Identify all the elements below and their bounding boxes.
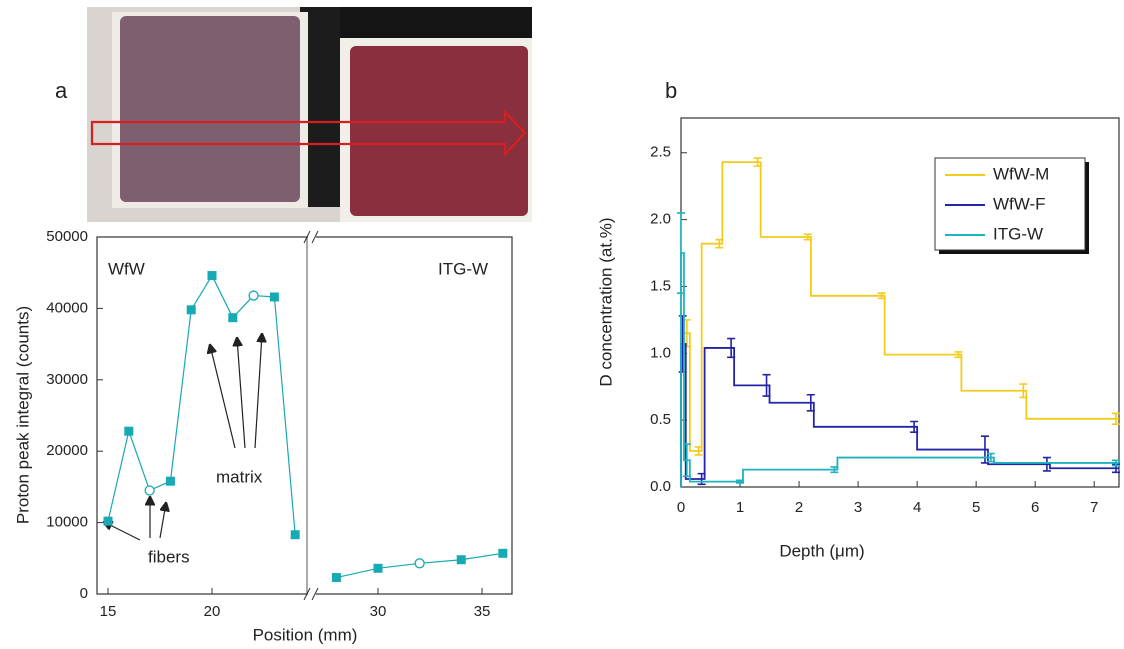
break-gap — [308, 233, 316, 241]
x-tick-label: 6 — [1031, 499, 1039, 516]
x-axis-label: Position (mm) — [253, 625, 358, 644]
error-bar — [727, 337, 736, 359]
y-axis-label: Proton peak integral (counts) — [13, 306, 32, 524]
data-point — [414, 558, 425, 569]
data-point — [124, 426, 134, 436]
y-tick-label: 2.0 — [650, 211, 671, 228]
data-point — [269, 292, 279, 302]
error-bar — [753, 157, 762, 167]
data-point — [228, 313, 238, 323]
x-tick-label: 3 — [854, 499, 862, 516]
x-tick-label: 4 — [913, 499, 921, 516]
data-point — [186, 305, 196, 315]
step-line — [680, 161, 1119, 487]
error-bar — [954, 351, 963, 359]
x-tick-label: 1 — [736, 499, 744, 516]
annotation: matrix — [216, 467, 263, 486]
x-tick-label: 5 — [972, 499, 980, 516]
x-tick-label: 7 — [1090, 499, 1098, 516]
data-point — [103, 516, 113, 526]
error-bar — [678, 315, 687, 373]
data-point — [165, 476, 175, 486]
panel-label: b — [665, 78, 677, 103]
y-tick-label: 20000 — [46, 442, 88, 459]
legend-label: ITG-W — [993, 224, 1043, 243]
x-tick-label: 2 — [795, 499, 803, 516]
annotation: fibers — [148, 547, 190, 566]
y-axis-label: D concentration (at.%) — [596, 217, 615, 386]
data-line — [107, 274, 296, 535]
x-tick-label: 0 — [677, 499, 685, 516]
error-bar — [694, 446, 703, 456]
error-bar — [986, 452, 995, 463]
x-tick-label: 15 — [100, 603, 117, 620]
annotation: WfW — [108, 259, 145, 278]
error-bar — [682, 443, 691, 478]
error-bar — [676, 212, 685, 294]
data-point — [144, 485, 155, 496]
x-tick-label: 30 — [370, 603, 387, 620]
error-bar — [1112, 412, 1120, 425]
step-line — [680, 343, 1119, 487]
data-point — [207, 271, 217, 281]
axis-break — [303, 230, 319, 601]
y-tick-label: 50000 — [46, 228, 88, 245]
y-tick-label: 10000 — [46, 514, 88, 531]
error-bar — [1042, 456, 1051, 472]
error-bar — [715, 238, 724, 249]
data-point — [248, 290, 259, 301]
y-tick-label: 1.0 — [650, 344, 671, 361]
y-tick-label: 2.5 — [650, 144, 671, 161]
error-bar — [735, 479, 744, 484]
break-gap — [308, 590, 316, 598]
data-point — [373, 563, 383, 573]
annotation: ITG-W — [438, 259, 488, 278]
error-bar — [1112, 459, 1120, 467]
y-tick-label: 40000 — [46, 299, 88, 316]
y-tick-label: 30000 — [46, 371, 88, 388]
x-tick-label: 20 — [204, 603, 221, 620]
data-point — [498, 548, 508, 558]
panel-label: a — [55, 78, 68, 103]
x-axis-label: Depth (μm) — [779, 541, 864, 560]
y-tick-label: 0 — [80, 585, 88, 602]
x-tick-label: 35 — [474, 603, 491, 620]
error-bar — [806, 393, 815, 412]
error-bar — [830, 466, 839, 474]
error-bar — [803, 233, 812, 241]
y-tick-label: 0.0 — [650, 478, 671, 495]
error-bar — [1019, 383, 1028, 399]
y-tick-label: 1.5 — [650, 277, 671, 294]
legend-label: WfW-M — [993, 164, 1049, 183]
legend-label: WfW-F — [993, 194, 1046, 213]
step-line — [680, 252, 1119, 487]
plot-frame — [96, 236, 513, 595]
data-point — [456, 555, 466, 565]
error-bar — [762, 373, 771, 397]
error-bar — [877, 292, 886, 300]
data-point — [290, 530, 300, 540]
y-tick-label: 0.5 — [650, 411, 671, 428]
error-bar — [910, 420, 919, 433]
photo — [87, 7, 532, 222]
data-point — [331, 573, 341, 583]
